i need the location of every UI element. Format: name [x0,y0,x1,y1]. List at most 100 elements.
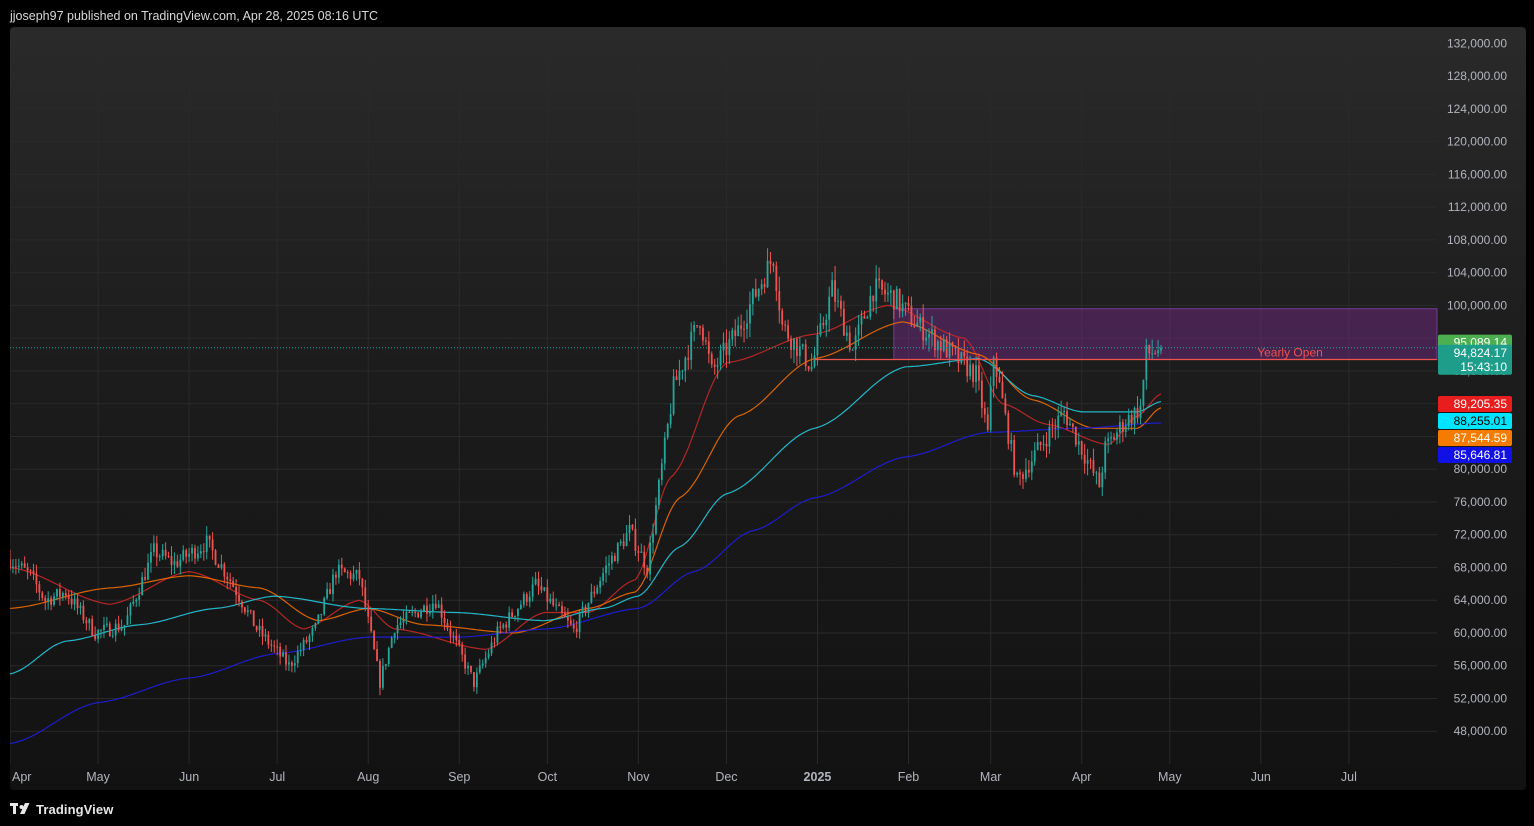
candle-body [241,601,243,608]
candle-body [889,290,892,293]
candle-body [26,567,29,571]
candle-body [678,370,681,381]
y-tick-label: 48,000.00 [1454,724,1508,738]
candle-body [226,576,229,580]
candle-body [1083,454,1086,464]
candle-body [704,340,707,342]
candle-body [182,550,185,560]
candle-body [1010,439,1013,444]
candle-body [684,357,687,371]
candle-body [881,280,883,290]
candle-body [1145,345,1148,380]
time-axis[interactable]: Apr May Jun Jul Aug Sep Oct Nov Dec 2025 Feb Mar Apr… [12,770,1357,784]
x-tick-label: Jul [1341,770,1357,784]
candle-body [373,631,376,650]
candle-body [443,617,446,624]
candle-body [1069,423,1071,426]
candle-body [854,335,857,350]
candle-body [47,598,50,602]
candle-body [38,584,41,593]
price-chart[interactable]: Yearly Open 48,000.00 52,000.00 56,000.00 6… [10,27,1526,790]
candle-body [290,662,293,666]
candle-body [473,672,475,687]
candle-body [869,295,872,317]
tradingview-logo-icon [10,803,30,815]
candle-body [335,574,337,578]
candle-body [346,572,349,574]
candle-body [637,550,640,553]
x-tick-label: May [86,770,110,784]
x-tick-label: Aug [357,770,379,784]
candle-body [690,331,693,360]
candle-body [851,349,854,351]
candle-body [79,605,82,609]
candle-body [540,586,543,591]
candle-body [581,606,584,612]
candle-body [963,352,966,357]
candle-body [437,604,440,608]
candle-body [931,329,933,335]
candle-body [895,288,898,310]
y-tick-label: 108,000.00 [1447,233,1507,247]
candle-body [100,629,102,631]
candle-body [514,615,516,617]
candle-body [860,316,863,325]
candle-body [64,592,67,596]
candle-body [1118,422,1121,433]
candle-body [831,280,834,297]
price-axis[interactable]: 48,000.00 52,000.00 56,000.00 60,000.00 64,0… [1438,36,1512,738]
candle-body [85,620,88,624]
candle-body [332,574,334,595]
candle-body [649,542,652,575]
candle-body [749,304,751,324]
candle-body [875,278,878,302]
chart-pane[interactable]: Yearly Open 48,000.00 52,000.00 56,000.00 6… [10,27,1526,790]
candle-body [164,549,167,557]
candle-body [17,565,20,567]
candle-body [10,559,11,568]
candle-body [825,319,828,326]
candle-body [320,614,323,616]
candle-body [655,505,657,534]
candle-body [972,364,974,382]
candle-body [822,323,825,326]
candle-body [901,303,904,312]
candle-body [925,337,928,341]
candle-body [969,364,972,377]
candle-body [308,635,311,643]
candle-body [428,611,431,614]
candle-body [558,604,560,606]
candle-body [434,603,437,608]
x-tick-label: Mar [980,770,1002,784]
candle-body [12,566,14,568]
candle-body [716,365,719,367]
grid-lines [10,27,1437,764]
candle-body [91,619,94,636]
candle-body [1110,437,1112,439]
candle-body [76,598,79,609]
candle-body [596,587,599,594]
candle-body [986,414,989,430]
y-tick-label: 116,000.00 [1448,167,1507,181]
candle-body [933,329,936,351]
candle-body [942,339,945,351]
candle-body [1098,472,1101,488]
candle-body [364,587,367,608]
candle-body [916,322,919,327]
candle-body [59,589,61,597]
candle-body [731,330,734,340]
candle-body [519,604,522,609]
candle-body [746,323,748,329]
candle-body [546,587,549,602]
candle-body [778,291,781,311]
candle-body [50,598,53,605]
candle-body [279,646,282,657]
candle-body [20,563,23,566]
candle-body [405,611,408,620]
candle-body [810,366,813,370]
footer-brand[interactable]: TradingView [10,800,113,818]
candle-body [834,280,836,302]
candle-body [176,561,179,567]
candle-body [217,564,220,568]
candle-body [1095,472,1098,474]
